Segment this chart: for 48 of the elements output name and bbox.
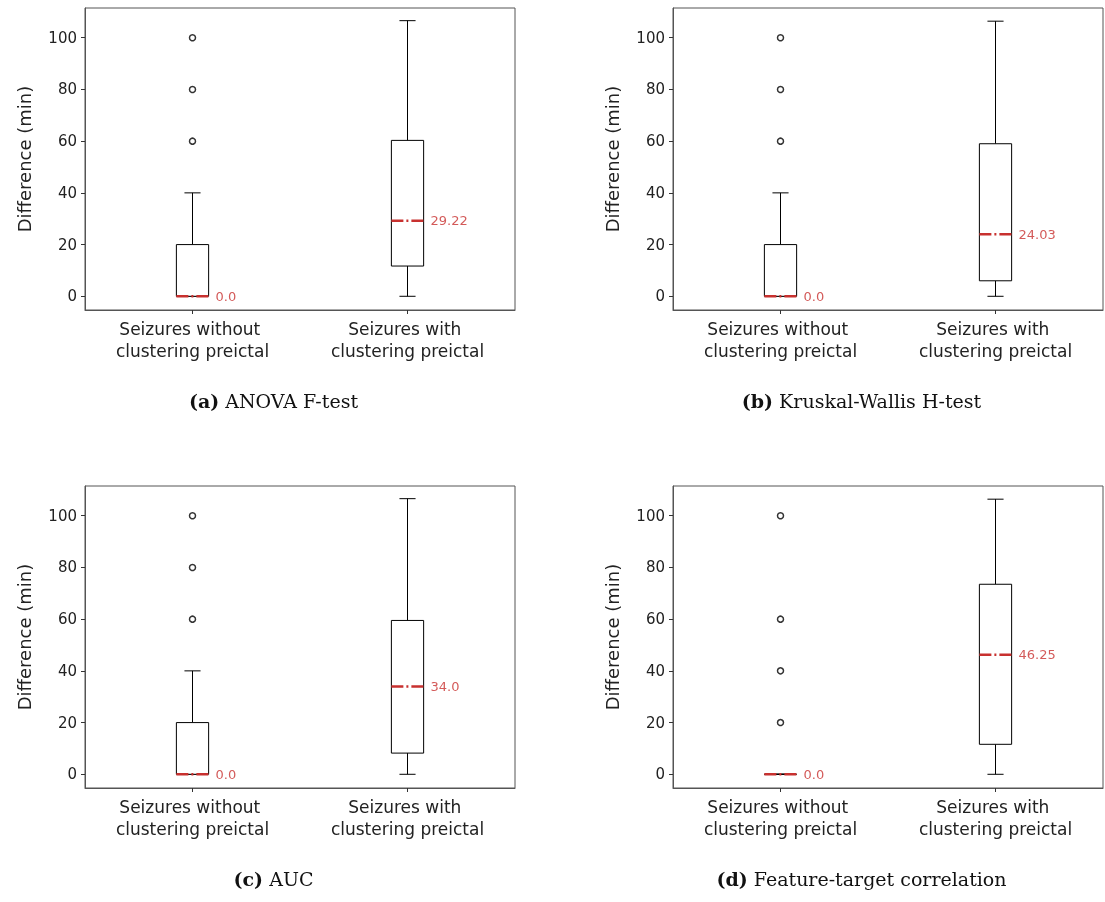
y-axis-title: Difference (min) (601, 85, 623, 233)
y-tick-label: 100 (48, 28, 77, 47)
y-tick-label: 20 (645, 235, 665, 254)
annotation: 46.25 (1018, 647, 1056, 663)
y-tick-label: 80 (645, 80, 665, 99)
y-tick-label: 0 (67, 765, 77, 784)
annotation: 29.22 (430, 213, 468, 229)
annotation: 24.03 (1018, 226, 1056, 242)
y-tick-label: 40 (57, 183, 77, 202)
y-tick-label: 0 (655, 765, 665, 784)
y-tick-label: 100 (48, 506, 77, 525)
y-tick-label: 40 (645, 661, 665, 680)
x-tick-label: Seizures without clustering preictal (703, 319, 858, 361)
text: (a) ANOVA F-test (187, 390, 360, 412)
y-tick-label: 80 (645, 558, 665, 577)
x-tick-label: Seizures with clustering preictal (918, 319, 1073, 361)
y-axis-title: Difference (min) (13, 85, 35, 233)
y-tick-label: 0 (655, 287, 665, 306)
y-tick-label: 80 (57, 80, 77, 99)
text: (c) AUC (232, 868, 315, 890)
y-tick-label: 80 (57, 558, 77, 577)
y-tick-label: 60 (57, 132, 77, 151)
y-tick-label: 20 (57, 713, 77, 732)
x-tick-label: Seizures with clustering preictal (330, 319, 485, 361)
x-tick-label: Seizures without clustering preictal (703, 797, 858, 839)
text: (d) Feature-target correlation (715, 868, 1008, 890)
x-tick-label: Seizures with clustering preictal (330, 797, 485, 839)
annotation: 0.0 (803, 766, 825, 782)
y-tick-label: 20 (645, 713, 665, 732)
x-tick-label: Seizures without clustering preictal (115, 797, 270, 839)
x-tick-label: Seizures with clustering preictal (918, 797, 1073, 839)
annotation: 0.0 (803, 288, 825, 304)
y-axis-title: Difference (min) (13, 563, 35, 711)
y-tick-label: 0 (67, 287, 77, 306)
y-tick-label: 40 (645, 183, 665, 202)
y-tick-label: 40 (57, 661, 77, 680)
annotation: 34.0 (430, 678, 460, 694)
y-tick-label: 60 (57, 610, 77, 629)
y-tick-label: 60 (645, 610, 665, 629)
y-tick-label: 20 (57, 235, 77, 254)
y-tick-label: 100 (636, 506, 665, 525)
y-tick-label: 100 (636, 28, 665, 47)
y-axis-title: Difference (min) (601, 563, 623, 711)
text: (b) Kruskal-Wallis H-test (740, 390, 983, 412)
x-tick-label: Seizures without clustering preictal (115, 319, 270, 361)
annotation: 0.0 (215, 766, 237, 782)
annotation: 0.0 (215, 288, 237, 304)
y-tick-label: 60 (645, 132, 665, 151)
